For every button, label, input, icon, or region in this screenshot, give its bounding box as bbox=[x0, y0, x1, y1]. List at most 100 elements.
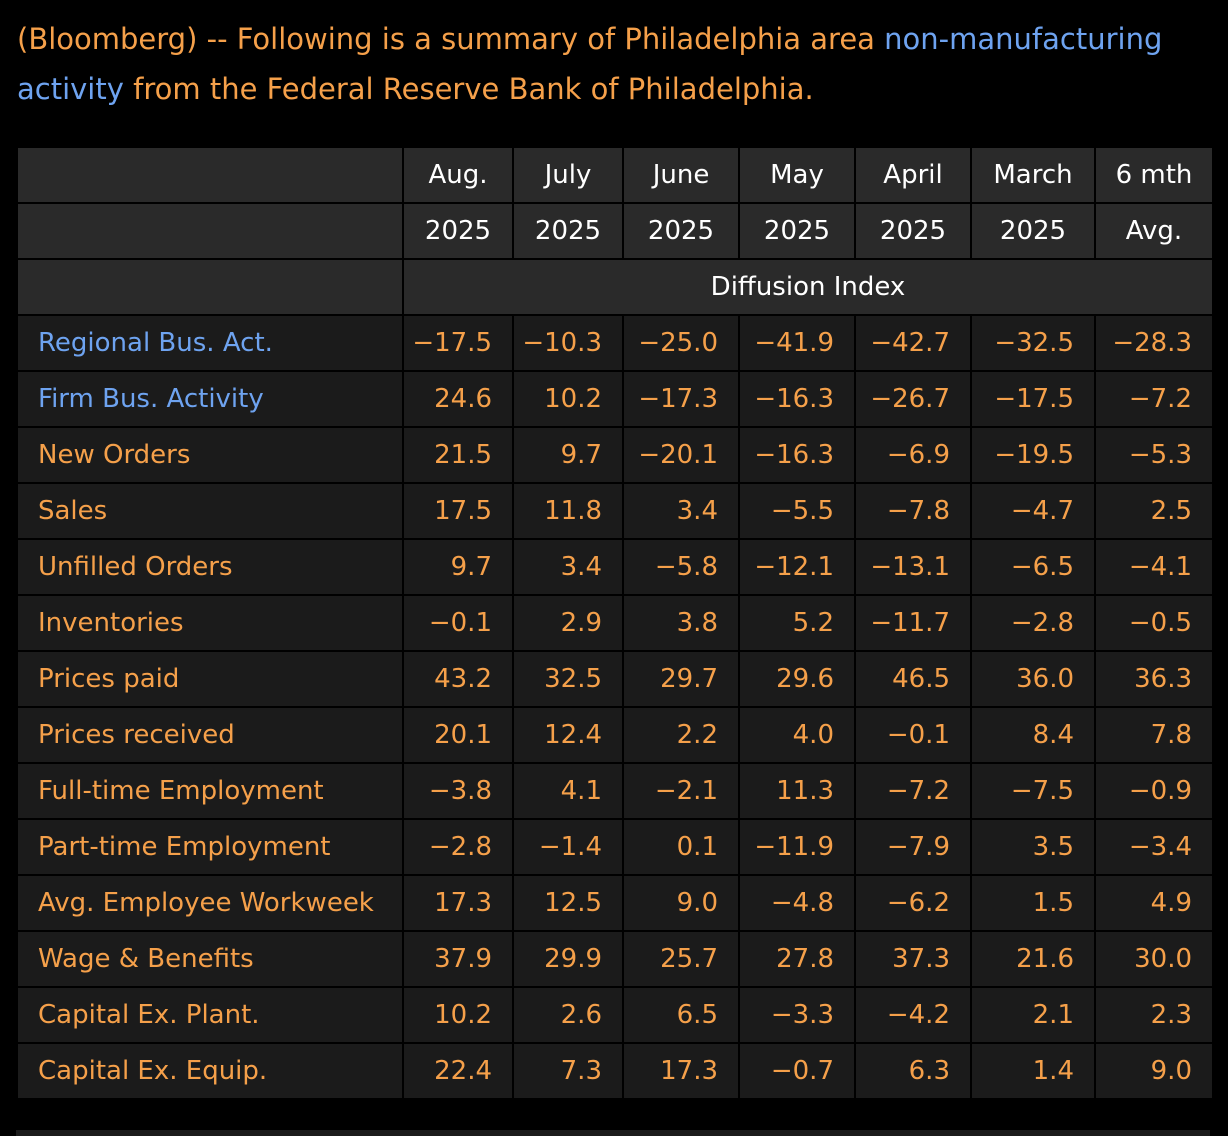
value-cell: 20.1 bbox=[402, 706, 514, 764]
table-row: Avg. Employee Workweek 17.3 12.5 9.0 −4.8 −6.… bbox=[16, 874, 1214, 932]
value-cell: 0.1 bbox=[622, 818, 740, 876]
value-cell: 3.4 bbox=[512, 538, 624, 596]
value-cell: 7.3 bbox=[512, 1042, 624, 1100]
table-row: Prices paid 43.2 32.5 29.7 29.6 46.5 36.0 36.3 bbox=[16, 650, 1214, 708]
value-cell: −2.1 bbox=[622, 762, 740, 820]
column-header-year: 2025 bbox=[402, 202, 514, 260]
value-cell: −0.1 bbox=[402, 594, 514, 652]
row-label: Part-time Employment bbox=[16, 818, 404, 876]
value-cell: 21.5 bbox=[402, 426, 514, 484]
value-cell: −4.7 bbox=[970, 482, 1096, 540]
column-header-month: June bbox=[622, 146, 740, 204]
value-cell: 1.5 bbox=[970, 874, 1096, 932]
table-row: New Orders 21.5 9.7 −20.1 −16.3 −6.9 −19.5 −5.3 bbox=[16, 426, 1214, 484]
table-row: Unfilled Orders 9.7 3.4 −5.8 −12.1 −13.1 −6.5−… bbox=[16, 538, 1214, 596]
value-cell: 10.2 bbox=[402, 986, 514, 1044]
value-cell: −4.2 bbox=[854, 986, 972, 1044]
table-row: Prices received 20.1 12.4 2.2 4.0 −0.1 8.4 7.8 bbox=[16, 706, 1214, 764]
value-cell: 43.2 bbox=[402, 650, 514, 708]
value-cell: −11.9 bbox=[738, 818, 856, 876]
table-row: Full-time Employment −3.8 4.1 −2.1 11.3 −7.2−… bbox=[16, 762, 1214, 820]
column-header-year: 2025 bbox=[512, 202, 624, 260]
value-cell: −16.3 bbox=[738, 370, 856, 428]
row-label: Capital Ex. Plant. bbox=[16, 986, 404, 1044]
value-cell: 10.2 bbox=[512, 370, 624, 428]
value-cell: −3.3 bbox=[738, 986, 856, 1044]
value-cell: 4.0 bbox=[738, 706, 856, 764]
column-header-month: May bbox=[738, 146, 856, 204]
value-cell: −6.2 bbox=[854, 874, 972, 932]
value-cell: −41.9 bbox=[738, 314, 856, 372]
column-header-month: March bbox=[970, 146, 1096, 204]
table-body: Regional Bus. Act. −17.5 −10.3 −25.0 −41.9 −4… bbox=[16, 314, 1214, 1100]
summary-table: Aug. July June May April March 6 mth 2025 2025 2… bbox=[16, 146, 1214, 1100]
table-row: Inventories −0.1 2.9 3.8 5.2 −11.7 −2.8 −0.5 bbox=[16, 594, 1214, 652]
row-label: Sales bbox=[16, 482, 404, 540]
value-cell: 21.6 bbox=[970, 930, 1096, 988]
table-row: Firm Bus. Activity 24.6 10.2 −17.3 −16.3 −26.… bbox=[16, 370, 1214, 428]
header-year-row: 2025 2025 2025 2025 2025 2025 Avg. bbox=[16, 202, 1214, 260]
value-cell: 17.5 bbox=[402, 482, 514, 540]
value-cell: 46.5 bbox=[854, 650, 972, 708]
row-label: Prices received bbox=[16, 706, 404, 764]
intro-link[interactable]: non-manufacturing activity bbox=[17, 22, 1163, 106]
value-cell: 29.7 bbox=[622, 650, 740, 708]
value-cell: −7.5 bbox=[970, 762, 1096, 820]
table-row: Sales 17.5 11.8 3.4 −5.5 −7.8 −4.7 2.5 bbox=[16, 482, 1214, 540]
value-cell: 3.8 bbox=[622, 594, 740, 652]
column-header-month: 6 mth bbox=[1094, 146, 1214, 204]
table-row: Capital Ex. Plant. 10.2 2.6 6.5 −3.3 −4.2 2.1 2… bbox=[16, 986, 1214, 1044]
value-cell: 37.9 bbox=[402, 930, 514, 988]
value-cell: −17.5 bbox=[970, 370, 1096, 428]
value-cell: 5.2 bbox=[738, 594, 856, 652]
value-cell: −42.7 bbox=[854, 314, 972, 372]
value-cell: 2.2 bbox=[622, 706, 740, 764]
intro-prefix: (Bloomberg) -- Following is a summary of… bbox=[17, 22, 885, 56]
value-cell: 32.5 bbox=[512, 650, 624, 708]
value-cell: −0.1 bbox=[854, 706, 972, 764]
diffusion-index-label: Diffusion Index bbox=[402, 258, 1214, 316]
value-cell: 9.0 bbox=[1094, 1042, 1214, 1100]
value-cell: −3.4 bbox=[1094, 818, 1214, 876]
header-corner-cell bbox=[16, 146, 404, 204]
value-cell: −4.8 bbox=[738, 874, 856, 932]
value-cell: 9.7 bbox=[402, 538, 514, 596]
column-header-year: 2025 bbox=[738, 202, 856, 260]
intro-paragraph: (Bloomberg) -- Following is a summary of… bbox=[17, 14, 1217, 114]
row-label-link[interactable]: Firm Bus. Activity bbox=[16, 370, 404, 428]
value-cell: 12.5 bbox=[512, 874, 624, 932]
row-label: Full-time Employment bbox=[16, 762, 404, 820]
column-header-month: April bbox=[854, 146, 972, 204]
value-cell: −2.8 bbox=[970, 594, 1096, 652]
value-cell: 12.4 bbox=[512, 706, 624, 764]
row-label-link[interactable]: Regional Bus. Act. bbox=[16, 314, 404, 372]
value-cell: 4.1 bbox=[512, 762, 624, 820]
value-cell: 27.8 bbox=[738, 930, 856, 988]
value-cell: 3.4 bbox=[622, 482, 740, 540]
value-cell: −19.5 bbox=[970, 426, 1096, 484]
column-header-year: Avg. bbox=[1094, 202, 1214, 260]
table-row: Regional Bus. Act. −17.5 −10.3 −25.0 −41.9 −4… bbox=[16, 314, 1214, 372]
value-cell: −7.9 bbox=[854, 818, 972, 876]
value-cell: −12.1 bbox=[738, 538, 856, 596]
intro-suffix: from the Federal Reserve Bank of Philade… bbox=[123, 72, 814, 106]
value-cell: 11.8 bbox=[512, 482, 624, 540]
value-cell: −7.8 bbox=[854, 482, 972, 540]
value-cell: −0.9 bbox=[1094, 762, 1214, 820]
column-header-month: July bbox=[512, 146, 624, 204]
value-cell: −25.0 bbox=[622, 314, 740, 372]
value-cell: 29.6 bbox=[738, 650, 856, 708]
value-cell: 2.3 bbox=[1094, 986, 1214, 1044]
value-cell: 36.3 bbox=[1094, 650, 1214, 708]
value-cell: −6.5 bbox=[970, 538, 1096, 596]
value-cell: −5.5 bbox=[738, 482, 856, 540]
value-cell: 11.3 bbox=[738, 762, 856, 820]
value-cell: −17.5 bbox=[402, 314, 514, 372]
value-cell: 24.6 bbox=[402, 370, 514, 428]
table-row: Part-time Employment −2.8 −1.4 0.1 −11.9 −7.9… bbox=[16, 818, 1214, 876]
value-cell: −32.5 bbox=[970, 314, 1096, 372]
value-cell: 9.7 bbox=[512, 426, 624, 484]
value-cell: 2.6 bbox=[512, 986, 624, 1044]
next-row-cutoff bbox=[16, 1130, 1210, 1136]
value-cell: −13.1 bbox=[854, 538, 972, 596]
